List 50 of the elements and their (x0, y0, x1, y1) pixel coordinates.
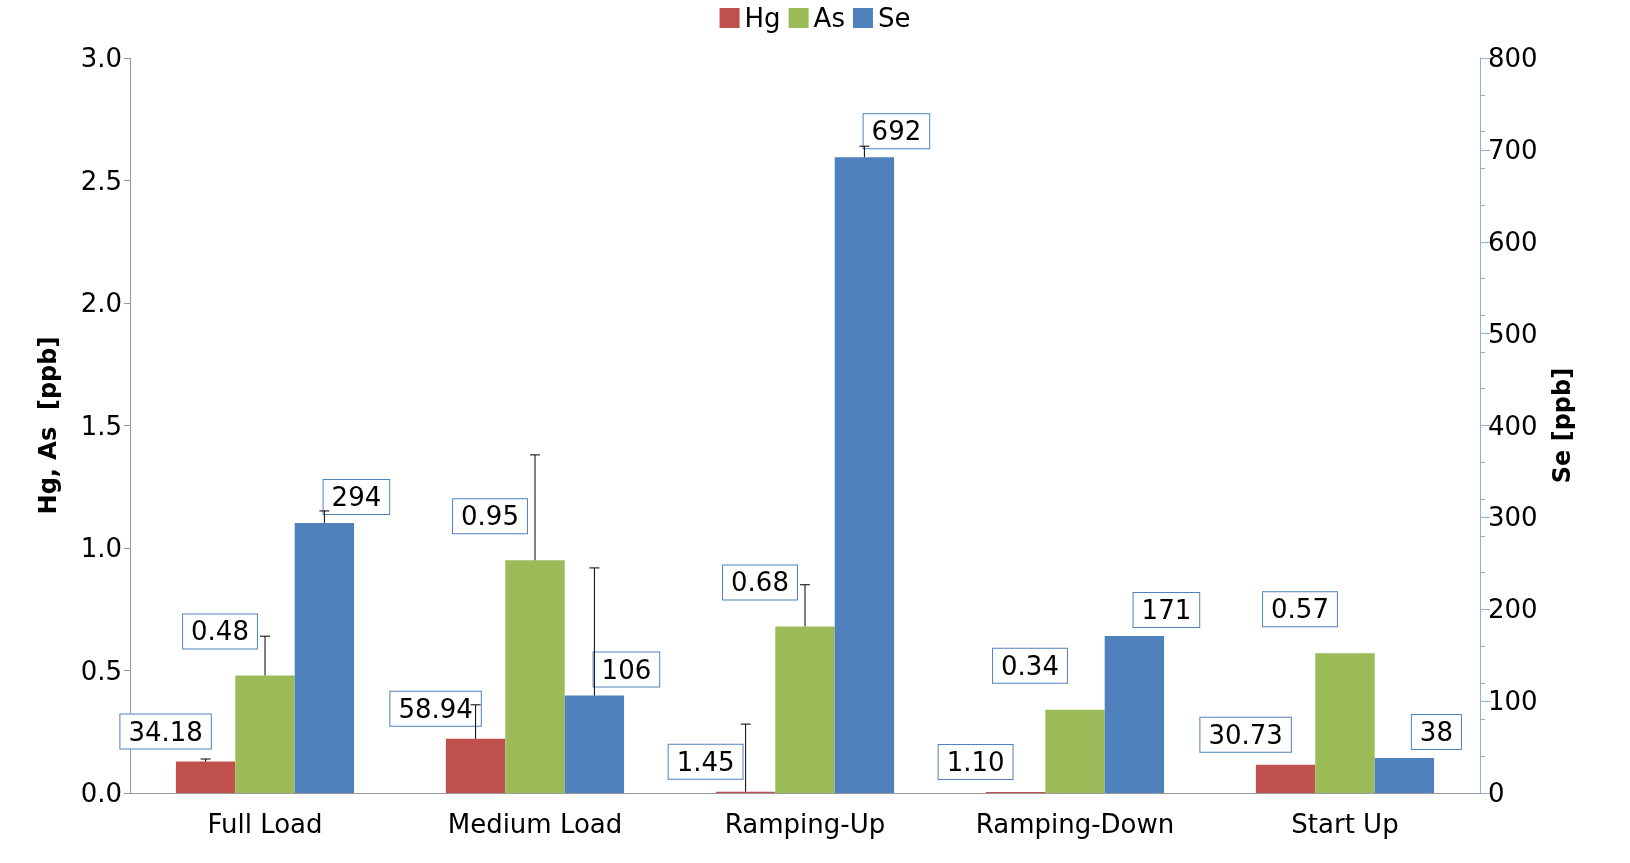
x-tick-label: Medium Load (447, 809, 623, 839)
data-label: 692 (871, 116, 922, 147)
data-label: 0.68 (731, 567, 789, 598)
y-tick-label: 2.5 (80, 165, 122, 196)
bar (1374, 758, 1435, 793)
x-tick-label: Ramping-Up (724, 809, 886, 839)
data-label: 106 (601, 654, 652, 685)
data-label: 0.34 (1001, 650, 1059, 681)
data-label: 171 (1141, 594, 1192, 625)
y2-axis-title: Se [ppb] (1548, 367, 1576, 484)
y-tick-label: 1.5 (80, 410, 122, 441)
y-tick-label: 0.0 (80, 778, 122, 808)
y2-tick-label: 500 (1488, 318, 1538, 349)
y2-tick-label: 400 (1488, 410, 1538, 441)
data-label: 0.48 (191, 616, 249, 647)
y-tick-label: 2.0 (80, 288, 122, 318)
y-axis-title: Hg, As [ppb] (34, 336, 62, 515)
y-tick-label: 0.5 (80, 655, 122, 686)
bar (175, 761, 236, 793)
y2-tick-label: 800 (1488, 43, 1538, 73)
y2-tick-label: 300 (1488, 502, 1538, 533)
data-label: 38 (1419, 717, 1453, 748)
data-label: 0.95 (461, 501, 519, 532)
legend-label: As (813, 3, 845, 33)
legend-label: Hg (744, 3, 781, 33)
data-label: 58.94 (398, 693, 473, 724)
y2-tick-label: 100 (1488, 686, 1538, 717)
y2-tick-label: 0 (1488, 778, 1505, 808)
data-label: 1.45 (676, 746, 735, 777)
data-label: 0.57 (1271, 594, 1329, 625)
x-tick-label: Full Load (207, 809, 323, 839)
data-label: 294 (331, 481, 382, 512)
y-tick-label: 3.0 (80, 43, 122, 73)
bar (834, 157, 895, 793)
y2-tick-label: 600 (1488, 226, 1538, 257)
bar (445, 738, 506, 793)
y2-tick-label: 200 (1488, 594, 1538, 625)
data-label: 30.73 (1208, 719, 1283, 750)
data-label: 34.18 (128, 716, 203, 747)
y2-tick-label: 700 (1488, 134, 1538, 165)
x-tick-label: Start Up (1291, 809, 1399, 839)
legend-label: Se (877, 3, 911, 33)
bar (294, 522, 355, 793)
x-tick-label: Ramping-Down (975, 809, 1175, 839)
data-label: 1.10 (946, 746, 1005, 777)
bar (1315, 653, 1375, 793)
y-tick-label: 1.0 (80, 533, 122, 563)
bar (775, 626, 835, 793)
bar (1255, 764, 1316, 793)
bar (505, 560, 565, 793)
